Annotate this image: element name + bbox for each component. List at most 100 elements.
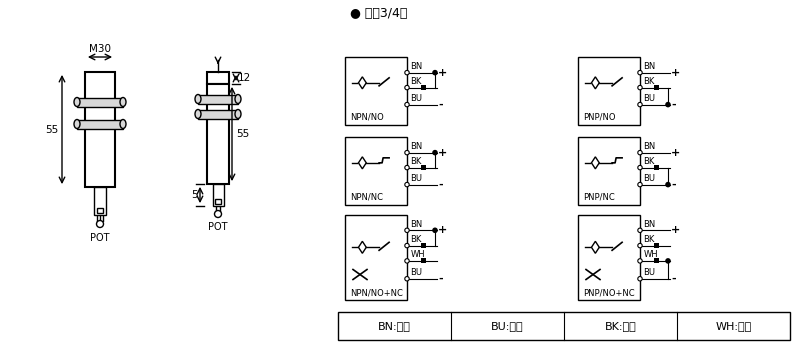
Text: BU: BU [410,268,422,277]
Circle shape [405,86,410,90]
Circle shape [638,70,642,75]
Circle shape [97,220,103,227]
Text: -: - [671,274,676,284]
Text: NPN/NO+NC: NPN/NO+NC [350,288,403,297]
Text: BK: BK [410,77,422,86]
Bar [213,184,223,206]
Bar [421,258,426,263]
Text: BK:黑色: BK:黑色 [605,321,637,331]
Circle shape [214,210,222,218]
Text: NPN/NC: NPN/NC [350,193,383,202]
Bar [345,215,407,300]
Text: BK: BK [643,77,655,86]
Circle shape [405,259,410,263]
Circle shape [405,277,410,281]
Text: POT: POT [208,222,228,232]
Ellipse shape [74,119,80,128]
Text: BU: BU [643,174,655,183]
Text: BK: BK [410,235,422,244]
Text: BN: BN [410,220,422,229]
Text: BK: BK [410,157,422,166]
Bar [578,137,640,205]
Bar [198,94,238,103]
Text: -: - [438,274,442,284]
Bar [207,72,229,84]
Bar [654,85,659,90]
Text: ● 直流3/4线: ● 直流3/4线 [350,7,407,20]
Text: BU: BU [643,94,655,103]
Bar [215,199,221,204]
Bar [654,243,659,248]
Bar [207,84,229,184]
Circle shape [638,102,642,107]
Circle shape [638,259,642,263]
Polygon shape [591,241,599,253]
Text: +: + [671,225,680,235]
Text: 5: 5 [191,190,198,200]
Polygon shape [591,77,599,89]
Text: +: + [438,68,447,78]
Bar [421,243,426,248]
Text: PNP/NO+NC: PNP/NO+NC [583,288,634,297]
Text: WH: WH [643,250,658,259]
Circle shape [638,86,642,90]
Text: +: + [438,225,447,235]
Circle shape [405,102,410,107]
Text: WH: WH [410,250,425,259]
Circle shape [405,182,410,187]
Bar [77,98,123,107]
Bar [345,57,407,125]
Bar [345,137,407,205]
Ellipse shape [120,98,126,107]
Polygon shape [591,157,599,169]
Text: BU: BU [410,94,422,103]
Circle shape [432,150,438,156]
Ellipse shape [195,94,201,103]
Circle shape [432,70,438,75]
Bar [421,85,426,90]
Bar [85,72,115,187]
Circle shape [638,243,642,248]
Ellipse shape [120,119,126,128]
Circle shape [666,258,670,264]
Text: BU: BU [410,174,422,183]
Circle shape [666,102,670,107]
Text: 55: 55 [45,125,58,135]
Ellipse shape [235,109,241,119]
Text: PNP/NC: PNP/NC [583,193,614,202]
Text: -: - [438,100,442,109]
Text: M30: M30 [89,44,111,54]
Circle shape [666,182,670,187]
Polygon shape [358,77,366,89]
Text: BU: BU [643,268,655,277]
Ellipse shape [195,109,201,119]
Text: PNP/NO: PNP/NO [583,113,615,122]
Text: BU:兰色: BU:兰色 [490,321,523,331]
Circle shape [638,277,642,281]
Text: BN: BN [410,62,422,71]
Text: +: + [671,147,680,158]
Text: 12: 12 [238,73,251,83]
Text: 55: 55 [236,129,250,139]
Bar [77,119,123,128]
Text: WH:白色: WH:白色 [716,321,752,331]
Text: +: + [671,68,680,78]
Text: NPN/NO: NPN/NO [350,113,384,122]
Text: BN:棕色: BN:棕色 [378,321,410,331]
Circle shape [432,227,438,233]
Circle shape [405,228,410,233]
Text: BN: BN [643,220,656,229]
Bar [338,312,790,340]
Ellipse shape [74,98,80,107]
Circle shape [405,150,410,155]
Circle shape [638,150,642,155]
Bar [198,109,238,119]
Polygon shape [358,241,366,253]
Text: BK: BK [643,235,655,244]
Text: BN: BN [643,62,656,71]
Circle shape [638,165,642,170]
Bar [421,165,426,170]
Text: -: - [671,100,676,109]
Text: +: + [438,147,447,158]
Circle shape [638,228,642,233]
